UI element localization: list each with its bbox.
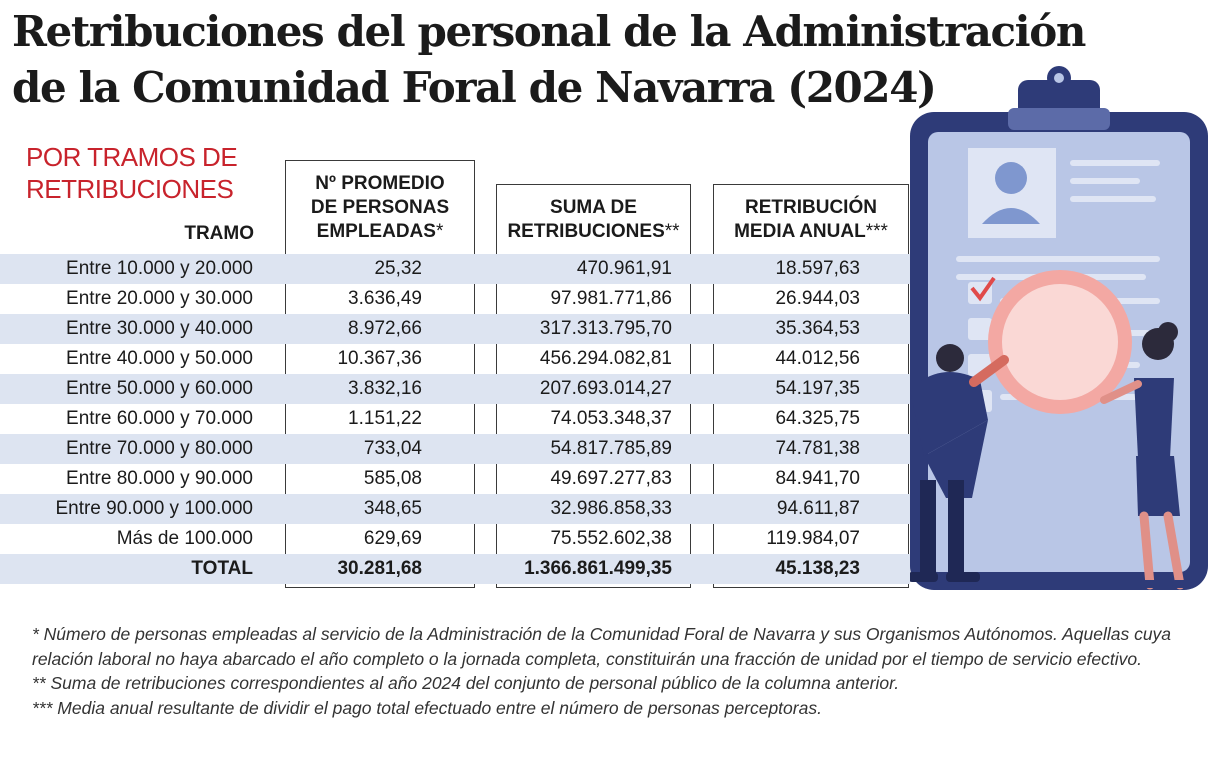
cell-tramo: TOTAL bbox=[191, 558, 253, 579]
table-row: Entre 50.000 y 60.000 3.832,16 207.693.014… bbox=[0, 374, 910, 404]
table-row: Entre 60.000 y 70.000 1.151,22 74.053.348,… bbox=[0, 404, 910, 434]
page-title: Retribuciones del personal de la Adminis… bbox=[12, 4, 1086, 116]
header-personas-line-3: EMPLEADAS bbox=[316, 221, 436, 242]
table-row: Entre 40.000 y 50.000 10.367,36 456.294.08… bbox=[0, 344, 910, 374]
header-media-line-1: RETRIBUCIÓN bbox=[745, 197, 877, 218]
header-suma: SUMA DE RETRIBUCIONES** bbox=[497, 196, 690, 244]
table-row: Entre 30.000 y 40.000 8.972,66 317.313.795… bbox=[0, 314, 910, 344]
header-media: RETRIBUCIÓN MEDIA ANUAL*** bbox=[714, 196, 908, 244]
header-media-line-2: MEDIA ANUAL bbox=[734, 221, 866, 242]
cell-media: 94.611,87 bbox=[776, 498, 860, 519]
table-subtitle: POR TRAMOS DE RETRIBUCIONES bbox=[26, 141, 238, 205]
cell-media: 74.781,38 bbox=[775, 438, 860, 459]
cell-tramo: Entre 40.000 y 50.000 bbox=[66, 348, 253, 369]
cell-media: 119.984,07 bbox=[766, 528, 860, 549]
cell-suma: 74.053.348,37 bbox=[550, 408, 672, 429]
man-figure bbox=[908, 344, 1009, 582]
cell-tramo: Entre 90.000 y 100.000 bbox=[55, 498, 253, 519]
cell-media: 45.138,23 bbox=[775, 558, 860, 579]
header-personas-line-1: Nº PROMEDIO bbox=[315, 173, 445, 194]
cell-media: 64.325,75 bbox=[775, 408, 860, 429]
cell-tramo: Entre 70.000 y 80.000 bbox=[66, 438, 253, 459]
data-table: Entre 10.000 y 20.000 25,32 470.961,91 18.5… bbox=[0, 254, 910, 584]
footnote-2: ** Suma de retribuciones correspondiente… bbox=[32, 673, 900, 693]
table-row: Entre 90.000 y 100.000 348,65 32.986.858,3… bbox=[0, 494, 910, 524]
cell-media: 18.597,63 bbox=[775, 258, 860, 279]
clipboard-illustration bbox=[908, 66, 1208, 590]
footnote-3: *** Media anual resultante de dividir el… bbox=[32, 697, 822, 718]
cell-suma: 75.552.602,38 bbox=[550, 528, 672, 549]
cell-personas: 585,08 bbox=[363, 468, 422, 489]
cell-suma: 456.294.082,81 bbox=[539, 348, 672, 369]
table-row: Entre 10.000 y 20.000 25,32 470.961,91 18.5… bbox=[0, 254, 910, 284]
cell-suma: 317.313.795,70 bbox=[539, 318, 672, 339]
cell-tramo: Entre 20.000 y 30.000 bbox=[66, 288, 253, 309]
header-personas: Nº PROMEDIO DE PERSONAS EMPLEADAS* bbox=[286, 172, 474, 244]
header-tramo: TRAMO bbox=[184, 223, 254, 244]
header-suma-line-1: SUMA DE bbox=[550, 197, 637, 218]
cell-suma: 207.693.014,27 bbox=[539, 378, 672, 399]
title-line-2: de la Comunidad Foral de Navarra (2024) bbox=[12, 63, 937, 112]
table-row: Más de 100.000 629,69 75.552.602,38 119.984… bbox=[0, 524, 910, 554]
magnifier-icon bbox=[988, 270, 1132, 414]
cell-media: 84.941,70 bbox=[775, 468, 860, 489]
cell-tramo: Entre 60.000 y 70.000 bbox=[66, 408, 253, 429]
cell-personas: 25,32 bbox=[374, 258, 422, 279]
cell-tramo: Entre 80.000 y 90.000 bbox=[66, 468, 253, 489]
cell-personas: 3.832,16 bbox=[348, 378, 422, 399]
cell-personas: 3.636,49 bbox=[348, 288, 422, 309]
header-personas-mark: * bbox=[435, 221, 444, 242]
table-row: Entre 20.000 y 30.000 3.636,49 97.981.771,… bbox=[0, 284, 910, 314]
cell-personas: 733,04 bbox=[363, 438, 422, 459]
cell-suma: 54.817.785,89 bbox=[550, 438, 672, 459]
cell-suma: 97.981.771,86 bbox=[550, 288, 672, 309]
table-row: Entre 70.000 y 80.000 733,04 54.817.785,89… bbox=[0, 434, 910, 464]
cell-tramo: Entre 50.000 y 60.000 bbox=[66, 378, 253, 399]
cell-personas: 8.972,66 bbox=[348, 318, 422, 339]
footnotes: * Número de personas empleadas al servic… bbox=[32, 622, 1202, 720]
cell-personas: 348,65 bbox=[363, 498, 422, 519]
cell-suma: 470.961,91 bbox=[576, 258, 672, 279]
cell-tramo: Entre 30.000 y 40.000 bbox=[66, 318, 253, 339]
cell-media: 54.197,35 bbox=[775, 378, 860, 399]
header-personas-line-2: DE PERSONAS bbox=[310, 197, 450, 218]
table-total-row: TOTAL 30.281,68 1.366.861.499,35 45.138,23 bbox=[0, 554, 910, 584]
cell-personas: 30.281,68 bbox=[337, 558, 422, 579]
header-suma-line-2: RETRIBUCIONES bbox=[507, 221, 665, 242]
cell-personas: 629,69 bbox=[363, 528, 422, 549]
cell-media: 35.364,53 bbox=[775, 318, 860, 339]
table-row: Entre 80.000 y 90.000 585,08 49.697.277,83… bbox=[0, 464, 910, 494]
cell-media: 44.012,56 bbox=[775, 348, 860, 369]
cell-personas: 10.367,36 bbox=[337, 348, 422, 369]
cell-suma: 1.366.861.499,35 bbox=[524, 558, 672, 579]
subtitle-line-2: RETRIBUCIONES bbox=[26, 174, 234, 204]
header-suma-mark: ** bbox=[664, 221, 680, 242]
cell-tramo: Más de 100.000 bbox=[116, 528, 253, 549]
cell-personas: 1.151,22 bbox=[348, 408, 422, 429]
cell-tramo: Entre 10.000 y 20.000 bbox=[66, 258, 253, 279]
subtitle-line-1: POR TRAMOS DE bbox=[26, 142, 238, 172]
checkmark-icon bbox=[970, 276, 996, 302]
cell-media: 26.944,03 bbox=[775, 288, 860, 309]
cell-suma: 49.697.277,83 bbox=[550, 468, 672, 489]
title-line-1: Retribuciones del personal de la Adminis… bbox=[12, 7, 1086, 56]
woman-figure bbox=[1100, 322, 1192, 590]
user-photo-icon bbox=[968, 148, 1056, 238]
cell-suma: 32.986.858,33 bbox=[550, 498, 672, 519]
footnote-1: * Número de personas empleadas al servic… bbox=[32, 624, 1172, 669]
header-media-mark: *** bbox=[865, 221, 888, 242]
